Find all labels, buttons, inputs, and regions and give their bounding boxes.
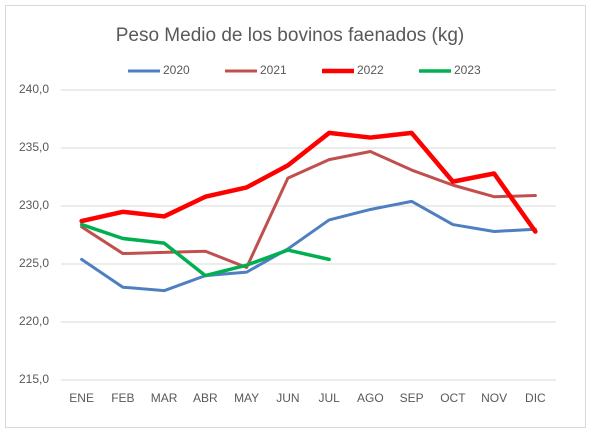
x-tick-label: DIC [525, 391, 546, 405]
x-tick-label: OCT [440, 391, 466, 405]
y-tick-label: 230,0 [19, 198, 49, 212]
legend-label: 2020 [163, 63, 190, 77]
x-tick-label: ABR [193, 391, 218, 405]
y-tick-label: 225,0 [19, 256, 49, 270]
x-tick-label: JUL [318, 391, 340, 405]
x-tick-label: FEB [111, 391, 134, 405]
legend-label: 2022 [357, 63, 384, 77]
y-tick-label: 220,0 [19, 314, 49, 328]
x-tick-label: MAY [234, 391, 259, 405]
x-tick-label: NOV [481, 391, 507, 405]
series-line [80, 199, 537, 293]
series-line [80, 149, 537, 269]
x-tick-label: SEP [400, 391, 424, 405]
y-tick-label: 235,0 [19, 140, 49, 154]
y-tick-label: 240,0 [19, 82, 49, 96]
legend-label: 2021 [260, 63, 287, 77]
series-line [79, 222, 331, 278]
series-line [79, 130, 538, 234]
x-tick-label: ENE [69, 391, 94, 405]
x-tick-label: AGO [357, 391, 384, 405]
x-tick-label: JUN [276, 391, 299, 405]
chart-title: Peso Medio de los bovinos faenados (kg) [116, 25, 465, 46]
y-tick-label: 215,0 [19, 372, 49, 386]
legend-label: 2023 [454, 63, 481, 77]
x-tick-label: MAR [151, 391, 178, 405]
